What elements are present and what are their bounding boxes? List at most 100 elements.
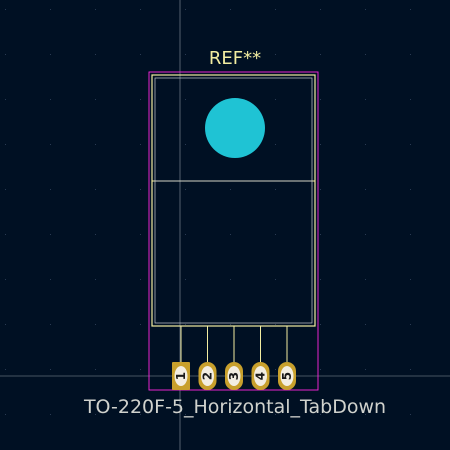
grid-dot <box>5 279 6 280</box>
grid-dot <box>140 414 141 415</box>
grid-dot <box>5 99 6 100</box>
grid-dot <box>230 189 231 190</box>
grid-dot <box>140 234 141 235</box>
grid-dot <box>140 189 141 190</box>
grid-dot <box>50 369 51 370</box>
pads-group[interactable]: 1 2 3 4 5 <box>172 362 296 390</box>
footprint-value-label[interactable]: TO-220F-5_Horizontal_TabDown <box>83 396 386 418</box>
grid-dot <box>5 189 6 190</box>
reference-designator[interactable]: REF** <box>209 48 261 69</box>
grid-dot <box>95 414 96 415</box>
grid-dot <box>365 324 366 325</box>
grid-dot <box>50 99 51 100</box>
courtyard-outline[interactable] <box>148 71 319 391</box>
grid-dot <box>185 324 186 325</box>
grid-dot <box>95 234 96 235</box>
grid-dot <box>365 54 366 55</box>
fab-body-outline <box>154 77 313 324</box>
grid-dot <box>185 234 186 235</box>
pad-1[interactable]: 1 <box>172 362 190 390</box>
pad-number-2: 2 <box>201 372 215 380</box>
pad-drill-3 <box>227 366 241 386</box>
grid-dot <box>365 144 366 145</box>
pad-drill-1 <box>174 366 188 386</box>
grid-dot <box>5 54 6 55</box>
grid-dot <box>185 144 186 145</box>
grid-dot <box>5 324 6 325</box>
pad-drill-4 <box>254 366 267 386</box>
grid-dot <box>140 369 141 370</box>
grid-dot <box>140 279 141 280</box>
grid-dot <box>5 9 6 10</box>
grid-dot <box>95 99 96 100</box>
mounting-hole[interactable] <box>205 98 265 158</box>
pad-4[interactable]: 4 <box>251 362 270 390</box>
grid-dot <box>320 99 321 100</box>
grid-dot <box>320 414 321 415</box>
grid-dot <box>410 189 411 190</box>
grid-dot <box>5 144 6 145</box>
grid-dot <box>95 54 96 55</box>
grid-dot <box>185 189 186 190</box>
pad-number-3: 3 <box>227 372 241 380</box>
grid-dot <box>5 369 6 370</box>
grid-dot <box>275 234 276 235</box>
grid-dot <box>95 369 96 370</box>
grid-dot <box>230 324 231 325</box>
grid-dot <box>185 99 186 100</box>
grid-dot <box>140 324 141 325</box>
grid-dot <box>320 234 321 235</box>
grid-dot <box>410 414 411 415</box>
grid-dot <box>50 54 51 55</box>
grid-dot <box>320 144 321 145</box>
grid-dot <box>410 324 411 325</box>
grid-dot <box>365 9 366 10</box>
grid-dot <box>275 9 276 10</box>
grid-dot <box>275 54 276 55</box>
grid-dot <box>95 9 96 10</box>
pad-2[interactable]: 2 <box>198 362 217 390</box>
pad-5[interactable]: 5 <box>278 362 296 390</box>
grid-dot <box>320 54 321 55</box>
grid-dot <box>185 414 186 415</box>
grid-dot <box>5 414 6 415</box>
grid-dot <box>410 99 411 100</box>
grid-dot <box>275 369 276 370</box>
grid-dot <box>365 99 366 100</box>
pad-3[interactable]: 3 <box>225 362 243 390</box>
grid-dot <box>95 279 96 280</box>
grid-dot <box>5 234 6 235</box>
grid-dot <box>320 324 321 325</box>
grid-dot <box>95 324 96 325</box>
grid-dot <box>230 414 231 415</box>
grid-dot <box>140 144 141 145</box>
grid-dot <box>410 279 411 280</box>
grid-dot <box>320 369 321 370</box>
grid-dot <box>365 189 366 190</box>
grid-dot <box>50 9 51 10</box>
grid-dot <box>140 99 141 100</box>
grid-dots <box>5 9 411 415</box>
grid-dot <box>365 234 366 235</box>
grid-dot <box>230 54 231 55</box>
grid-dot <box>410 144 411 145</box>
grid-dot <box>410 54 411 55</box>
grid-dot <box>410 234 411 235</box>
grid-dot <box>275 414 276 415</box>
pad-number-1: 1 <box>174 372 188 380</box>
grid-dot <box>95 189 96 190</box>
grid-dot <box>50 234 51 235</box>
grid-dot <box>185 9 186 10</box>
pin-leads <box>180 326 288 362</box>
grid-dot <box>50 279 51 280</box>
grid-dot <box>230 279 231 280</box>
grid-dot <box>50 189 51 190</box>
grid-dot <box>320 9 321 10</box>
grid-dot <box>275 189 276 190</box>
grid-dot <box>275 99 276 100</box>
grid-dot <box>230 234 231 235</box>
grid-dot <box>365 279 366 280</box>
pad-number-5: 5 <box>280 372 294 380</box>
